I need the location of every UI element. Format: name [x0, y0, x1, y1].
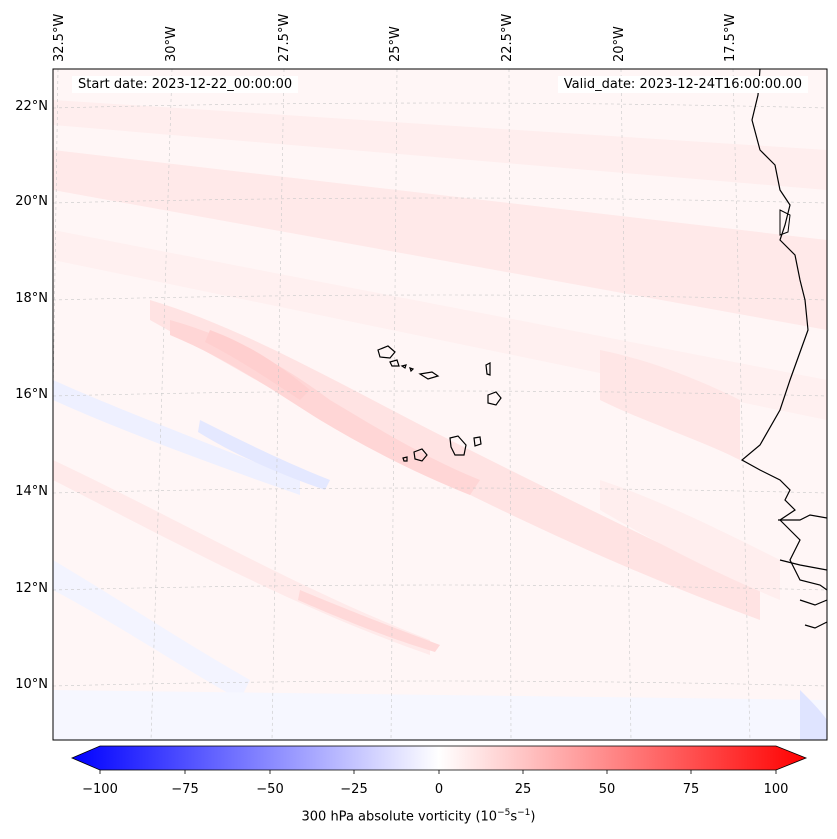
start-date-label: Start date: 2023-12-22_00:00:00	[72, 76, 299, 93]
lat-label-10n: 10°N	[15, 677, 48, 692]
lon-label-20w: 20°W	[612, 26, 627, 62]
lat-label-18n: 18°N	[15, 291, 48, 306]
colorbar-label-mid: s	[510, 809, 518, 825]
colorbar-label-end: )	[530, 809, 536, 825]
cape-verde-islands	[377, 345, 502, 462]
lon-label-32-5w: 32.5°W	[52, 13, 67, 62]
vorticity-field	[53, 69, 827, 740]
lat-label-20n: 20°N	[15, 194, 48, 209]
colorbar-tick: −50	[256, 782, 284, 797]
colorbar	[70, 745, 808, 774]
colorbar-label-exp1: −5	[497, 808, 511, 818]
lat-label-22n: 22°N	[15, 99, 48, 114]
colorbar-tick: 25	[514, 782, 532, 797]
colorbar-tick: −75	[171, 782, 199, 797]
lon-label-17-5w: 17.5°W	[723, 13, 738, 62]
lat-label-14n: 14°N	[15, 484, 48, 499]
lat-label-16n: 16°N	[15, 387, 48, 402]
colorbar-tick: 75	[682, 782, 700, 797]
graticule	[53, 69, 827, 740]
lon-label-27-5w: 27.5°W	[277, 13, 292, 62]
lat-label-12n: 12°N	[15, 581, 48, 596]
colorbar-tick: 50	[598, 782, 616, 797]
lon-label-22-5w: 22.5°W	[500, 13, 515, 62]
colorbar-tick: 100	[763, 782, 789, 797]
colorbar-tick: −25	[340, 782, 368, 797]
valid-date-label: Valid_date: 2023-12-24T16:00:00.00	[557, 76, 808, 93]
colorbar-label-exp2: −1	[517, 808, 531, 818]
map-frame	[52, 68, 828, 741]
colorbar-label-main: 300 hPa absolute vorticity (10	[301, 809, 498, 825]
colorbar-label: 300 hPa absolute vorticity (10−5s−1)	[0, 808, 837, 824]
colorbar-tick: −100	[82, 782, 118, 797]
lon-label-25w: 25°W	[388, 26, 403, 62]
lon-label-30w: 30°W	[164, 26, 179, 62]
africa-coastline	[740, 69, 827, 591]
colorbar-tick: 0	[434, 782, 444, 797]
